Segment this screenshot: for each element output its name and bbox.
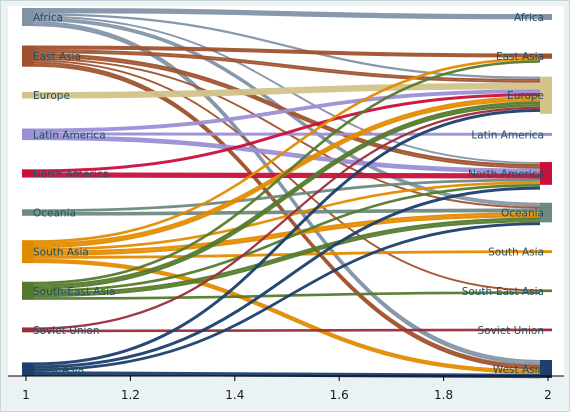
- source-node-label: South Asia: [33, 247, 89, 259]
- target-node-label: West Asia: [493, 364, 544, 376]
- target-node: [540, 289, 552, 293]
- target-node-label: Latin America: [471, 129, 544, 141]
- source-node: [22, 91, 34, 99]
- flow-link: [33, 49, 541, 81]
- source-node-label: Africa: [33, 12, 63, 24]
- flow-link: [33, 250, 541, 259]
- source-node: [22, 45, 34, 67]
- x-tick-label: 1.6: [330, 388, 349, 402]
- flow-link: [33, 21, 541, 362]
- source-node: [22, 209, 34, 216]
- flow-link: [33, 258, 541, 374]
- target-node-label: Soviet Union: [478, 325, 544, 337]
- source-node-label: East Asia: [33, 51, 81, 63]
- target-node-label: Africa: [514, 12, 544, 24]
- flow-link: [33, 60, 541, 285]
- flow-link: [33, 51, 541, 83]
- flow-link: [33, 103, 541, 290]
- target-node: [540, 53, 552, 59]
- target-node-label: Oceania: [501, 208, 544, 220]
- flow-link: [33, 57, 541, 243]
- source-node-label: Latin America: [33, 129, 106, 141]
- x-tick-label: 1.2: [121, 388, 140, 402]
- target-node-label: North America: [468, 168, 544, 180]
- flow-link: [33, 101, 541, 288]
- node-layer: [22, 7, 552, 379]
- source-node: [22, 327, 34, 333]
- flow-link: [33, 106, 541, 330]
- flow-link: [33, 93, 541, 173]
- target-node-label: South Asia: [488, 247, 544, 259]
- source-node: [22, 362, 34, 376]
- target-node-label: Europe: [507, 90, 544, 102]
- target-node: [540, 250, 552, 254]
- source-node-label: West Asia: [33, 364, 84, 376]
- flow-layer: [33, 7, 541, 379]
- target-node: [540, 132, 552, 136]
- flow-link: [33, 212, 541, 254]
- target-node-label: East Asia: [496, 51, 544, 63]
- target-node: [540, 162, 552, 185]
- flow-link: [33, 172, 541, 179]
- flow-link: [33, 220, 541, 298]
- flow-link: [33, 7, 541, 20]
- source-node-label: South-East Asia: [33, 286, 115, 298]
- target-node: [540, 14, 552, 20]
- flow-link: [33, 82, 541, 99]
- flow-link: [33, 186, 541, 369]
- source-node-label: Europe: [33, 90, 70, 102]
- target-node-label: South-East Asia: [462, 286, 544, 298]
- target-node: [540, 76, 552, 114]
- flow-link: [33, 135, 541, 174]
- flow-link: [33, 108, 541, 366]
- source-node: [22, 281, 34, 300]
- label-layer: Africa Africa East Asia East Asia Europe Euro…: [33, 12, 544, 376]
- x-tick-label: 1.4: [225, 388, 244, 402]
- x-axis: 1 1.2 1.4 1.6 1.8 2: [8, 375, 564, 402]
- flow-link: [33, 208, 541, 216]
- x-tick-label: 2: [544, 388, 552, 402]
- flow-link: [33, 328, 541, 333]
- x-tick-label: 1: [22, 388, 30, 402]
- source-node: [22, 128, 34, 141]
- target-node: [540, 328, 552, 332]
- source-node: [22, 169, 34, 178]
- flow-link: [33, 89, 541, 133]
- flow-link: [33, 61, 541, 367]
- flow-link: [33, 217, 541, 295]
- x-tick-label: 1.8: [434, 388, 453, 402]
- source-node: [22, 7, 34, 27]
- target-node: [540, 359, 552, 379]
- flow-link: [33, 222, 541, 372]
- source-node-label: North America: [33, 168, 109, 180]
- source-node: [22, 240, 34, 264]
- target-node: [540, 202, 552, 223]
- flow-link: [33, 45, 541, 58]
- source-node-label: Soviet Union: [33, 325, 99, 337]
- flow-link: [33, 181, 541, 251]
- source-node-label: Oceania: [33, 208, 76, 220]
